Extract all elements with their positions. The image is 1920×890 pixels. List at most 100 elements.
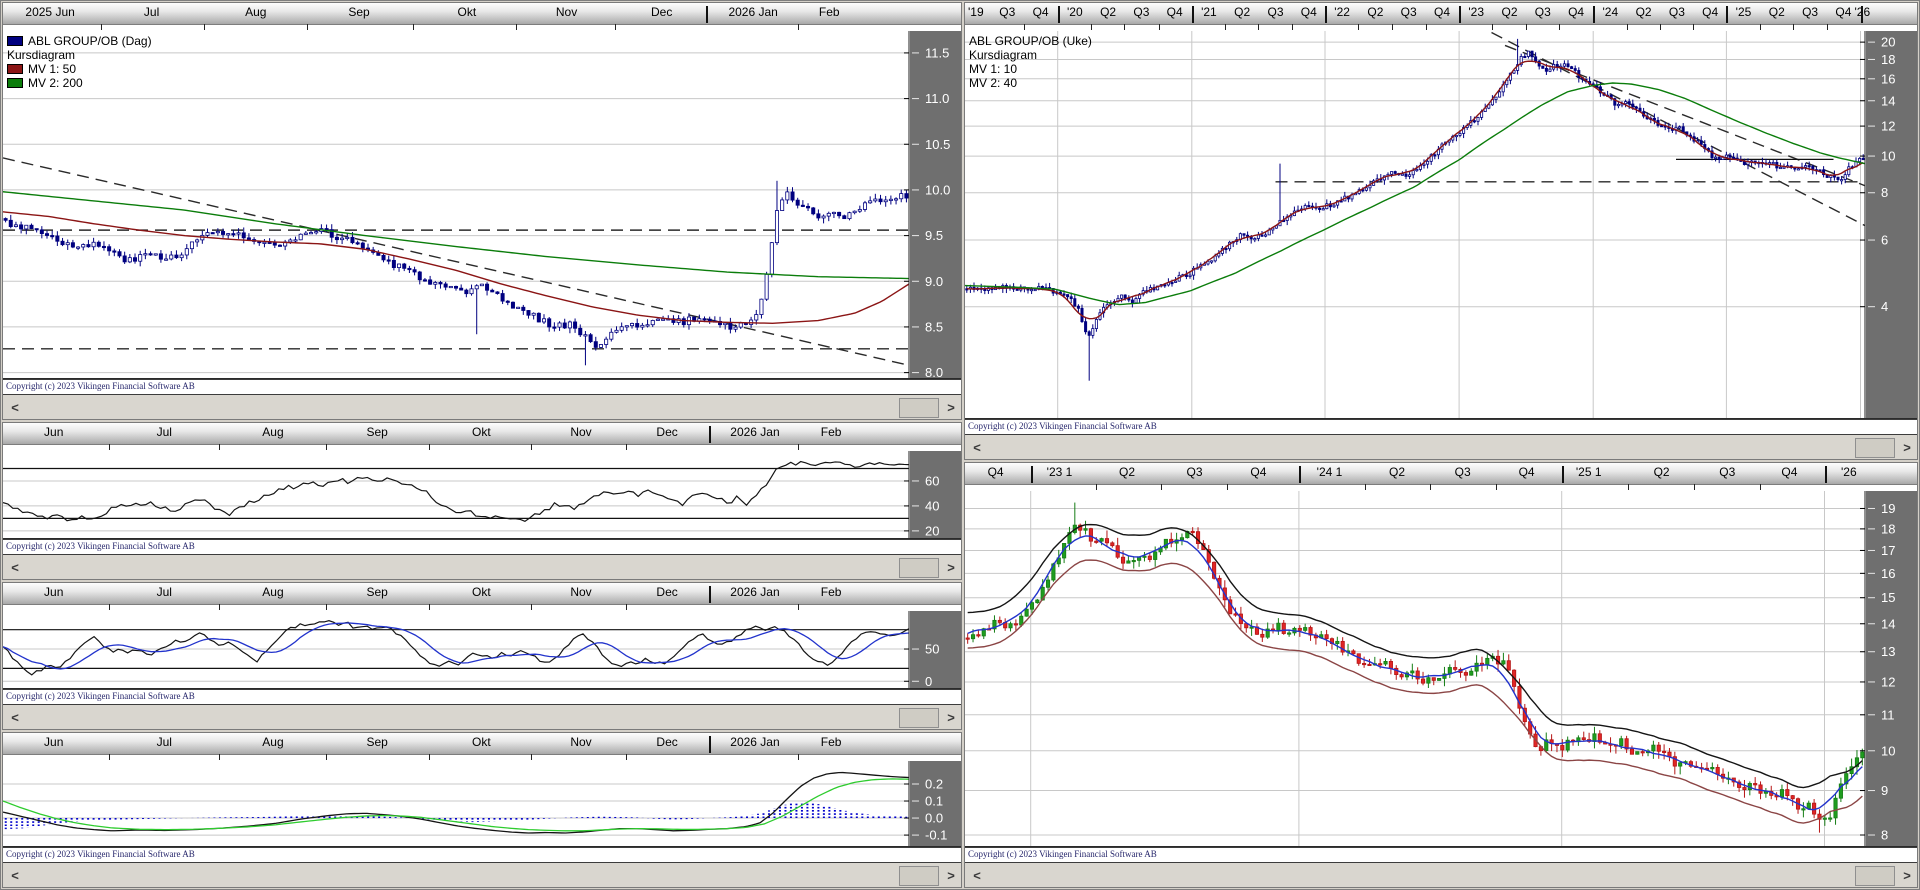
timeline-label: '25 1 bbox=[1575, 465, 1602, 479]
timeline-header: Jun Jul Aug Sep Okt Nov Dec 2026 Jan Feb bbox=[3, 423, 961, 451]
timeline-tick bbox=[204, 24, 206, 30]
y-axis-label: 8 bbox=[1881, 185, 1888, 200]
scroll-right-arrow-icon[interactable]: > bbox=[947, 868, 955, 883]
weekly-price-chart-canvas[interactable]: 20 18 16 14 12 10 8 6 4 bbox=[965, 31, 1917, 419]
legend-label: Kursdiagram bbox=[969, 48, 1038, 62]
timeline-year-separator bbox=[1860, 6, 1863, 23]
timeline-tick bbox=[1628, 484, 1630, 490]
timeline-label: '24 bbox=[1602, 5, 1619, 19]
scroll-right-arrow-icon[interactable]: > bbox=[947, 710, 955, 725]
macd-chart-canvas[interactable]: 0.2 0.1 0.0 -0.1 bbox=[3, 761, 961, 847]
chart-legend: ABL GROUP/OB (Uke) Kursdiagram MV 1: 10 MV … bbox=[969, 34, 1092, 90]
legend-row: MV 1: 50 bbox=[7, 62, 152, 76]
timeline-year-separator bbox=[1459, 6, 1462, 23]
scroll-left-arrow-icon[interactable]: < bbox=[11, 400, 19, 415]
y-axis-label: 0 bbox=[925, 674, 932, 689]
two-day-price-chart-canvas[interactable]: 19 18 17 16 15 14 13 12 11 10 9 8 bbox=[965, 491, 1917, 847]
rsi-oscillator-chart-canvas[interactable]: 60 40 20 bbox=[3, 451, 961, 539]
timeline-year-separator bbox=[1057, 6, 1060, 23]
scroll-left-arrow-icon[interactable]: < bbox=[973, 868, 981, 883]
timeline-year-separator bbox=[706, 6, 709, 23]
timeline-label: '23 bbox=[1468, 5, 1485, 19]
timeline-label: Jul bbox=[156, 425, 172, 439]
timeline-tick bbox=[515, 24, 517, 30]
scroll-right-arrow-icon[interactable]: > bbox=[1903, 868, 1911, 883]
timeline-header: 2025 Jun Jul Aug Sep Okt Nov Dec 2026 Jan Feb bbox=[3, 3, 961, 31]
timeline-bar bbox=[965, 3, 1917, 25]
timeline-label: Q3 bbox=[1534, 5, 1551, 19]
scrollbar-thumb[interactable] bbox=[1855, 438, 1895, 458]
scroll-left-arrow-icon[interactable]: < bbox=[11, 868, 19, 883]
timeline-label: Q4 bbox=[1702, 5, 1719, 19]
timeline-label: Jul bbox=[156, 585, 172, 599]
timeline-bar bbox=[3, 3, 961, 25]
stochastic-oscillator-chart-canvas[interactable]: 50 0 bbox=[3, 611, 961, 689]
horizontal-scrollbar[interactable]: < > bbox=[965, 435, 1917, 459]
y-axis-label: 8.0 bbox=[925, 365, 943, 379]
timeline-tick bbox=[1158, 24, 1160, 30]
timeline-tick bbox=[325, 604, 327, 610]
daily-price-chart-canvas[interactable]: 11.5 11.0 10.5 10.0 9.5 9.0 8.5 8.0 bbox=[3, 31, 961, 379]
timeline-label: Q2 bbox=[1653, 465, 1670, 479]
scrollbar-thumb[interactable] bbox=[1855, 866, 1895, 886]
timeline-tick bbox=[1024, 24, 1026, 30]
timeline-tick bbox=[615, 24, 617, 30]
y-axis-label: 40 bbox=[925, 498, 939, 513]
y-axis-label: 4 bbox=[1881, 299, 1888, 314]
timeline-tick bbox=[1291, 24, 1293, 30]
timeline-label: Q4 bbox=[1835, 5, 1852, 19]
timeline-tick bbox=[1759, 24, 1761, 30]
timeline-tick bbox=[1430, 484, 1432, 490]
copyright-strip: Copyright (c) 2023 Vikingen Financial So… bbox=[3, 689, 961, 705]
scrollbar-thumb[interactable] bbox=[899, 558, 939, 578]
scroll-right-arrow-icon[interactable]: > bbox=[947, 560, 955, 575]
timeline-label: Q3 bbox=[1267, 5, 1284, 19]
scrollbar-thumb[interactable] bbox=[899, 866, 939, 886]
timeline-tick bbox=[1759, 484, 1761, 490]
timeline-label: '20 bbox=[1066, 5, 1083, 19]
scroll-left-arrow-icon[interactable]: < bbox=[11, 710, 19, 725]
y-axis-label: 50 bbox=[925, 642, 939, 657]
timeline-label: Dec bbox=[656, 425, 678, 439]
horizontal-scrollbar[interactable]: < > bbox=[3, 863, 961, 887]
timeline-label: Sep bbox=[366, 585, 388, 599]
scroll-right-arrow-icon[interactable]: > bbox=[947, 400, 955, 415]
scroll-left-arrow-icon[interactable]: < bbox=[973, 440, 981, 455]
copyright-strip: Copyright (c) 2023 Vikingen Financial So… bbox=[965, 847, 1917, 863]
scrollbar-thumb[interactable] bbox=[899, 708, 939, 728]
legend-label: ABL GROUP/OB (Dag) bbox=[28, 34, 152, 48]
horizontal-scrollbar[interactable]: < > bbox=[3, 555, 961, 579]
y-axis-label: 12 bbox=[1881, 119, 1895, 134]
horizontal-scrollbar[interactable]: < > bbox=[3, 705, 961, 729]
timeline-tick bbox=[428, 754, 430, 760]
timeline-tick bbox=[1225, 24, 1227, 30]
scroll-left-arrow-icon[interactable]: < bbox=[11, 560, 19, 575]
y-axis-label: 11.5 bbox=[925, 45, 949, 60]
timeline-label: '22 bbox=[1334, 5, 1350, 19]
timeline-tick bbox=[109, 604, 110, 610]
legend-label: Kursdiagram bbox=[7, 48, 76, 62]
timeline-label: Nov bbox=[570, 425, 592, 439]
horizontal-scrollbar[interactable]: < > bbox=[3, 395, 961, 419]
timeline-label: Q2 bbox=[1635, 5, 1652, 19]
timeline-label: Dec bbox=[656, 735, 678, 749]
timeline-label: Okt bbox=[472, 735, 491, 749]
stochastic-oscillator-panel: Jun Jul Aug Sep Okt Nov Dec 2026 Jan Feb 50 0 Copyr… bbox=[2, 582, 962, 730]
y-axis-label: 13 bbox=[1881, 644, 1895, 659]
timeline-label: Nov bbox=[555, 5, 578, 19]
horizontal-scrollbar[interactable]: < > bbox=[965, 863, 1917, 887]
copyright-strip: Copyright (c) 2023 Vikingen Financial So… bbox=[3, 847, 961, 863]
timeline-label: '24 1 bbox=[1316, 465, 1343, 479]
y-axis-label: 16 bbox=[1881, 566, 1895, 581]
timeline-label: Okt bbox=[472, 425, 491, 439]
timeline-label: Jul bbox=[156, 735, 172, 749]
timeline-label: Q2 bbox=[1118, 465, 1136, 479]
scrollbar-thumb[interactable] bbox=[899, 398, 939, 418]
timeline-tick bbox=[531, 444, 533, 450]
legend-row: MV 2: 40 bbox=[969, 76, 1092, 90]
scroll-right-arrow-icon[interactable]: > bbox=[1903, 440, 1911, 455]
timeline-tick bbox=[1391, 24, 1393, 30]
timeline-label: Sep bbox=[348, 5, 370, 19]
timeline-tick bbox=[307, 24, 309, 30]
timeline-label: Jun bbox=[44, 735, 64, 749]
